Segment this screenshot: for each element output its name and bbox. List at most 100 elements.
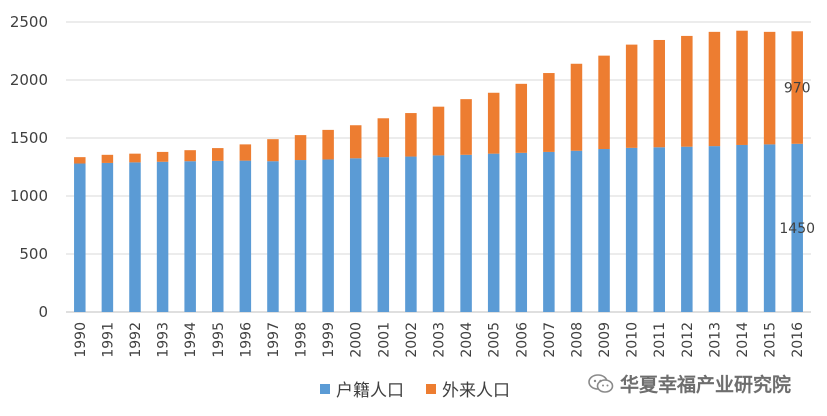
bar-huji-1999 xyxy=(322,159,334,312)
bar-huji-1997 xyxy=(267,161,279,312)
bar-wailai-2007 xyxy=(543,73,555,152)
bar-huji-1991 xyxy=(101,162,114,312)
bar-huji-2009 xyxy=(598,149,610,312)
bar-wailai-1994 xyxy=(184,150,196,162)
bar-huji-2015 xyxy=(763,144,776,312)
bar-wailai-1995 xyxy=(212,148,224,161)
x-tick-label-2009: 2009 xyxy=(597,322,613,358)
watermark-text: 华夏幸福产业研究院 xyxy=(620,374,792,396)
legend-item-wailai: 外来人口 xyxy=(426,376,510,401)
y-tick-label-1500: 1500 xyxy=(10,129,48,147)
bar-wailai-2008 xyxy=(570,63,583,151)
watermark: 华夏幸福产业研究院 xyxy=(588,370,791,397)
data-labels: 970 1450 xyxy=(779,81,815,237)
x-tick-label-2004: 2004 xyxy=(459,322,475,358)
x-tick-label-2008: 2008 xyxy=(569,322,585,358)
x-tick-label-2011: 2011 xyxy=(652,322,668,358)
x-tick-label-2000: 2000 xyxy=(349,322,365,358)
bar-wailai-2013 xyxy=(708,31,721,147)
legend-item-huji: 户籍人口 xyxy=(320,376,404,401)
bar-wailai-1996 xyxy=(239,144,252,161)
y-tick-label-2500: 2500 xyxy=(10,13,48,31)
x-tick-label-2001: 2001 xyxy=(376,322,392,358)
x-tick-label-1996: 1996 xyxy=(238,322,254,358)
x-tick-label-1990: 1990 xyxy=(73,322,89,358)
x-tick-label-1993: 1993 xyxy=(156,322,172,358)
legend: 户籍人口 外来人口 xyxy=(320,376,532,401)
bar-huji-1998 xyxy=(294,160,307,312)
bar-huji-2014 xyxy=(736,144,748,312)
bar-wailai-1999 xyxy=(322,129,334,160)
bar-wailai-1997 xyxy=(267,139,279,162)
bar-wailai-2011 xyxy=(653,39,665,148)
bar-huji-2001 xyxy=(377,157,390,312)
data-label-970: 970 xyxy=(784,81,811,97)
x-tick-label-1991: 1991 xyxy=(100,322,116,358)
legend-label-wailai: 外来人口 xyxy=(442,381,510,401)
x-tick-label-2012: 2012 xyxy=(680,322,696,358)
bar-wailai-1993 xyxy=(156,151,169,162)
x-tick-label-1999: 1999 xyxy=(321,322,337,358)
bars xyxy=(74,30,803,312)
bar-wailai-2014 xyxy=(736,30,748,145)
bar-wailai-2010 xyxy=(625,44,638,148)
bar-wailai-2016 xyxy=(791,31,803,144)
bar-wailai-2006 xyxy=(515,83,528,153)
bar-wailai-2005 xyxy=(487,92,500,154)
bar-wailai-1992 xyxy=(129,153,141,163)
bar-huji-1995 xyxy=(212,160,224,312)
bar-huji-2004 xyxy=(460,154,472,312)
stacked-bar-chart: 970 1450 0 500 1000 1500 2000 2500 1990 1991 199… xyxy=(10,13,815,358)
bar-huji-1990 xyxy=(74,163,86,312)
bar-huji-2016 xyxy=(791,143,803,312)
bar-wailai-2004 xyxy=(460,99,472,155)
bar-huji-2008 xyxy=(570,150,583,312)
bar-wailai-2012 xyxy=(681,35,693,147)
x-tick-label-1994: 1994 xyxy=(183,322,199,358)
bar-wailai-2002 xyxy=(405,113,417,157)
bar-wailai-2015 xyxy=(763,31,776,145)
x-tick-label-1995: 1995 xyxy=(211,322,227,358)
x-tick-label-2007: 2007 xyxy=(542,322,558,358)
y-axis-ticks: 0 500 1000 1500 2000 2500 xyxy=(10,13,48,321)
y-tick-label-500: 500 xyxy=(19,245,48,263)
x-tick-label-2010: 2010 xyxy=(625,322,641,358)
x-tick-label-1992: 1992 xyxy=(128,322,144,358)
bar-wailai-2000 xyxy=(349,125,362,159)
legend-swatch-huji xyxy=(320,383,330,394)
x-tick-label-2003: 2003 xyxy=(432,322,448,358)
bar-huji-2005 xyxy=(487,153,500,312)
x-tick-label-2005: 2005 xyxy=(487,322,503,358)
bar-huji-2012 xyxy=(681,146,693,312)
bar-huji-2013 xyxy=(708,146,721,312)
x-tick-label-1997: 1997 xyxy=(266,322,282,358)
bar-huji-1992 xyxy=(129,162,141,312)
x-tick-label-2002: 2002 xyxy=(404,322,420,358)
bar-huji-2006 xyxy=(515,152,528,312)
x-tick-label-2013: 2013 xyxy=(707,322,723,358)
bar-huji-1993 xyxy=(156,161,169,312)
bar-wailai-1991 xyxy=(101,154,114,163)
wechat-icon xyxy=(588,373,614,393)
x-tick-label-2015: 2015 xyxy=(763,322,779,358)
bar-huji-2010 xyxy=(625,147,638,312)
bar-wailai-1990 xyxy=(74,157,86,164)
bar-huji-1996 xyxy=(239,160,252,312)
y-tick-label-1000: 1000 xyxy=(10,187,48,205)
x-tick-label-2016: 2016 xyxy=(790,322,806,358)
y-tick-label-0: 0 xyxy=(38,303,48,321)
x-tick-label-2006: 2006 xyxy=(514,322,530,358)
legend-swatch-wailai xyxy=(426,383,436,394)
x-axis-ticks: 1990 1991 1992 1993 1994 1995 1996 1997 1998 1999… xyxy=(73,322,806,358)
bar-wailai-2001 xyxy=(377,118,390,158)
bar-huji-2002 xyxy=(405,156,417,312)
data-label-1450: 1450 xyxy=(779,221,815,237)
bar-wailai-1998 xyxy=(294,135,307,161)
bar-huji-2003 xyxy=(432,155,445,312)
bar-huji-2000 xyxy=(349,158,362,312)
legend-label-huji: 户籍人口 xyxy=(336,381,404,401)
bar-huji-1994 xyxy=(184,161,196,312)
bar-wailai-2003 xyxy=(432,106,445,156)
y-tick-label-2000: 2000 xyxy=(10,71,48,89)
bar-wailai-2009 xyxy=(598,55,610,150)
